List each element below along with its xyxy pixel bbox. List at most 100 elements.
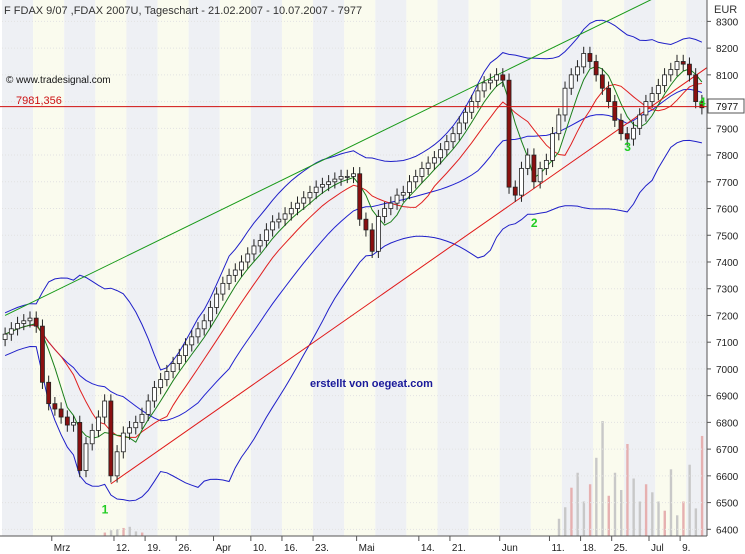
candle-body <box>357 173 363 220</box>
candle-body <box>77 421 83 471</box>
volume-bar <box>570 487 573 536</box>
time-axis-label: Jun <box>502 543 518 554</box>
candle-body <box>363 218 369 231</box>
candle-body <box>264 229 269 241</box>
price-axis-label: 7000 <box>716 365 739 376</box>
week-band <box>593 0 625 536</box>
candle-body <box>270 221 276 231</box>
candle-body <box>525 154 531 169</box>
candle-body <box>699 101 705 109</box>
time-axis-label: 9. <box>682 543 690 554</box>
price-axis-label: 7600 <box>716 205 739 216</box>
candle-body <box>519 168 524 196</box>
wave-labels: 1 2 3 4 <box>102 95 706 516</box>
candle-body <box>176 355 182 364</box>
candle-body <box>27 317 33 322</box>
time-axis-label: 16. <box>284 543 298 554</box>
candle-body <box>319 184 325 188</box>
candle-body <box>568 74 574 89</box>
volume-bar <box>700 435 704 536</box>
volume-bar <box>613 472 617 536</box>
candle-body <box>550 133 555 161</box>
volume-bar <box>638 501 642 536</box>
price-axis-label: 7700 <box>716 178 739 189</box>
candle-body <box>164 371 170 381</box>
bollinger-lower-line <box>4 139 703 502</box>
candle-body <box>226 274 232 284</box>
volume-bar <box>676 515 679 536</box>
candle-body <box>2 333 8 340</box>
candle-body <box>599 74 605 89</box>
candle-body <box>643 101 649 116</box>
candle-body <box>444 141 450 151</box>
candle-body <box>183 344 188 356</box>
time-axis-label: 23. <box>315 543 329 554</box>
time-axis-label: Mrz <box>54 543 71 554</box>
week-band <box>126 0 158 536</box>
last-price-box <box>707 98 745 114</box>
candle-body <box>127 427 132 434</box>
candle-body <box>655 85 661 94</box>
price-axis-label: 6700 <box>716 445 739 456</box>
time-axis-label: 21. <box>452 543 466 554</box>
candle-body <box>382 208 388 217</box>
time-axis-ticks: Mrz 12. 19. 26. Apr 10. 16. 23. Mai 14. 21. Jun 11. 1… <box>51 536 690 554</box>
price-axis-label: 6400 <box>716 525 739 536</box>
candle-body <box>500 74 506 81</box>
candle-body <box>71 421 76 426</box>
candle-body <box>89 430 95 445</box>
watermark: © www.tradesignal.com <box>6 75 111 86</box>
candle-body <box>139 413 145 423</box>
candle-body <box>40 325 45 383</box>
volume-bar <box>632 478 635 536</box>
volume-bar <box>109 530 113 536</box>
week-band <box>33 0 65 536</box>
candle-body <box>332 178 338 183</box>
week-band <box>2 0 34 536</box>
week-band <box>624 0 656 536</box>
week-band <box>250 0 282 536</box>
candle-body <box>232 269 238 276</box>
candle-body <box>301 197 307 204</box>
candle-body <box>257 240 263 247</box>
candle-body <box>593 61 599 76</box>
candle-body <box>419 168 425 177</box>
candle-body <box>64 416 70 426</box>
candle-body <box>612 101 618 121</box>
time-axis-label: Apr <box>216 543 232 554</box>
time-axis-label: 11. <box>551 543 564 554</box>
time-axis-label: 10. <box>253 543 267 554</box>
week-band <box>530 0 562 536</box>
candle-body <box>438 149 443 159</box>
price-axis-ticks: 6400 6500 6600 6700 6800 6900 7000 7100 7200 7300… <box>707 17 739 536</box>
candle-body <box>245 253 251 263</box>
candle-body <box>637 114 643 129</box>
candle-body <box>133 421 139 429</box>
volume-bar <box>644 484 648 536</box>
price-axis-label: 7200 <box>716 311 739 322</box>
candle-body <box>195 328 201 338</box>
volume-bar <box>140 532 144 536</box>
candle-body <box>680 61 686 65</box>
week-band <box>344 0 376 536</box>
volume-bar <box>620 490 623 536</box>
candle-body <box>351 173 356 177</box>
trend-line-green <box>4 0 652 316</box>
candle-body <box>251 245 257 255</box>
candle-body <box>201 320 207 330</box>
candle-body <box>506 79 512 188</box>
candle-body <box>170 363 176 372</box>
candle-body <box>587 53 593 62</box>
last-price-label: 7977 <box>716 102 739 113</box>
wave-label: 1 <box>102 502 109 516</box>
candle-body <box>450 133 456 143</box>
volume-bar <box>682 501 685 536</box>
candle-body <box>33 317 39 327</box>
price-axis-label: 7100 <box>716 338 739 349</box>
volume-bar <box>122 527 125 536</box>
candle-body <box>407 181 412 193</box>
candle-body <box>208 307 213 322</box>
wave-label: 2 <box>531 216 538 230</box>
week-band <box>157 0 189 536</box>
